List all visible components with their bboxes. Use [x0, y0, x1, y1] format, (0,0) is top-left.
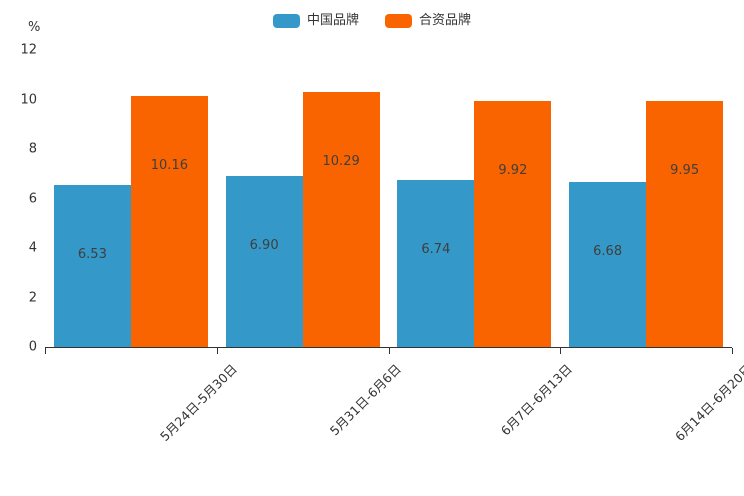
y-axis-tick-label: 12 [20, 42, 37, 58]
y-axis-tick-label: 4 [28, 240, 37, 256]
x-axis-category-label: 5月31日-6月6日 [326, 361, 404, 439]
x-axis-tick [45, 348, 46, 354]
bar-value-label: 6.90 [249, 238, 279, 254]
x-axis-line [45, 347, 732, 348]
bar[interactable]: 6.90 [225, 176, 303, 347]
y-axis-tick-label: 2 [28, 290, 37, 305]
bar[interactable]: 9.92 [474, 101, 552, 347]
bar[interactable]: 6.74 [397, 180, 475, 347]
bar[interactable]: 6.68 [569, 181, 647, 347]
y-axis-tick-label: 0 [28, 339, 37, 355]
bar[interactable]: 10.29 [302, 92, 380, 347]
x-axis-tick [389, 348, 390, 354]
bar-value-label: 9.95 [670, 162, 700, 178]
x-axis-category-label: 5月24日-5月30日 [156, 361, 240, 445]
bar-value-label: 10.16 [150, 157, 188, 173]
x-axis-category-label: 6月14日-6月20日 [672, 361, 744, 445]
bar-value-label: 9.92 [498, 163, 528, 179]
bar[interactable]: 10.16 [130, 95, 208, 347]
bar-value-label: 10.29 [322, 154, 360, 170]
bar[interactable]: 9.95 [646, 100, 724, 347]
y-axis-tick-label: 8 [28, 141, 37, 157]
y-axis-unit-label: % [28, 20, 41, 35]
y-axis-tick-label: 6 [28, 191, 37, 206]
bar[interactable]: 6.53 [53, 185, 131, 347]
bar-value-label: 6.53 [77, 247, 107, 263]
bar-value-label: 6.74 [421, 242, 451, 258]
x-axis-tick [217, 348, 218, 354]
x-axis-tick [732, 348, 733, 354]
y-axis-tick-label: 10 [20, 92, 37, 107]
bar-value-label: 6.68 [593, 243, 623, 259]
x-axis-tick [560, 348, 561, 354]
x-axis-category-label: 6月7日-6月13日 [498, 361, 576, 439]
